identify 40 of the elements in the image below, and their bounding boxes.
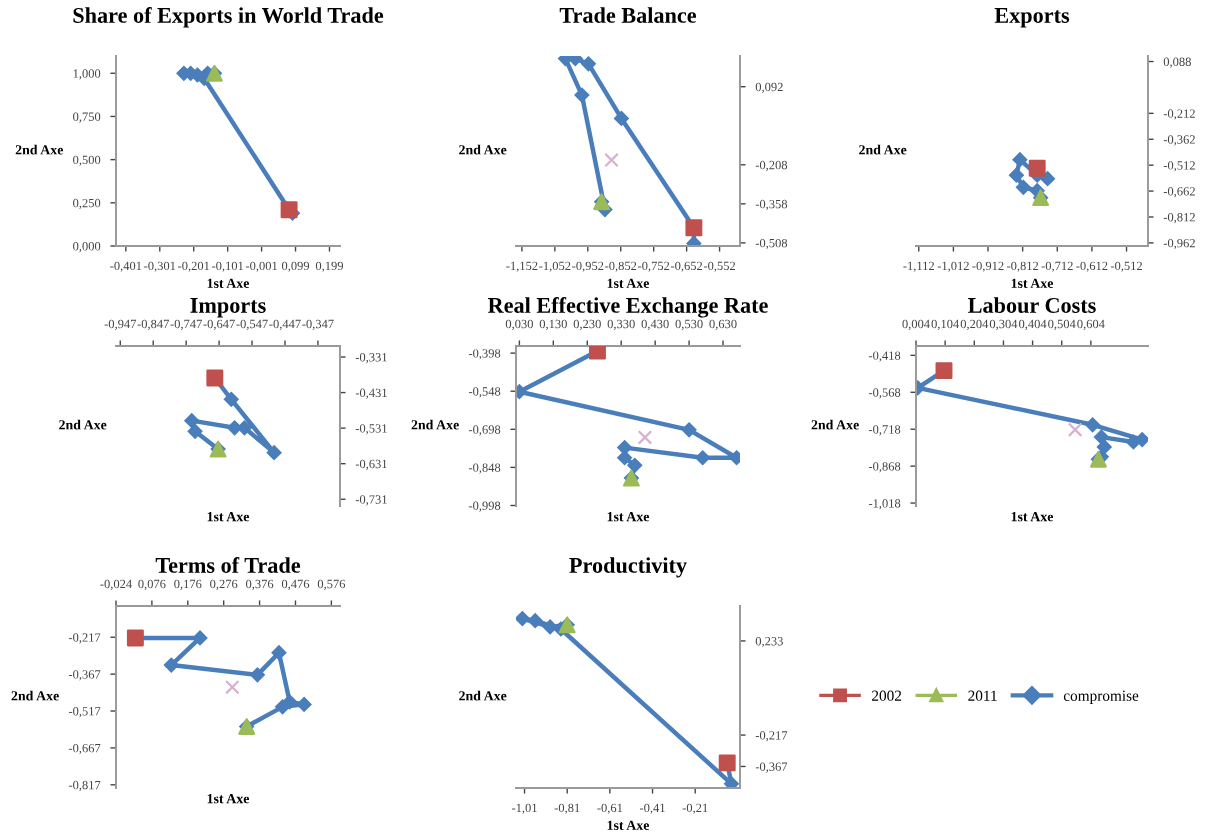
point xyxy=(266,445,282,460)
point xyxy=(227,420,242,436)
point xyxy=(1085,417,1100,433)
point xyxy=(527,613,543,628)
point xyxy=(681,422,697,438)
chart-title: Terms of Trade xyxy=(155,557,301,573)
point xyxy=(614,111,629,126)
point xyxy=(1097,439,1112,455)
chart-title: Imports xyxy=(190,298,266,318)
point xyxy=(695,450,710,466)
point xyxy=(224,679,240,695)
point xyxy=(1067,422,1083,438)
point xyxy=(224,392,239,407)
point xyxy=(617,450,632,466)
point xyxy=(516,611,530,626)
point xyxy=(1040,171,1055,186)
chart-title: Trade Balance xyxy=(559,7,697,23)
point xyxy=(724,776,739,788)
point xyxy=(271,645,287,661)
point xyxy=(604,152,619,168)
point xyxy=(184,413,200,428)
chart-title: Productivity xyxy=(569,557,687,578)
point xyxy=(581,56,596,72)
point xyxy=(627,458,643,473)
point xyxy=(1012,152,1028,167)
point xyxy=(1009,167,1024,183)
chart-title: Share of Exports in World Trade xyxy=(73,7,384,28)
point xyxy=(192,630,208,646)
point xyxy=(574,87,590,103)
point xyxy=(637,430,653,445)
point xyxy=(164,657,179,673)
chart-title: Exports xyxy=(994,8,1070,28)
point xyxy=(275,699,290,715)
chart-title: Labour Costs xyxy=(968,297,1096,313)
point xyxy=(1094,429,1109,445)
point xyxy=(187,424,203,439)
point xyxy=(1016,179,1031,195)
point xyxy=(1126,434,1141,450)
chart-title: Real Effective Exchange Rate xyxy=(487,297,768,318)
point xyxy=(250,667,265,683)
